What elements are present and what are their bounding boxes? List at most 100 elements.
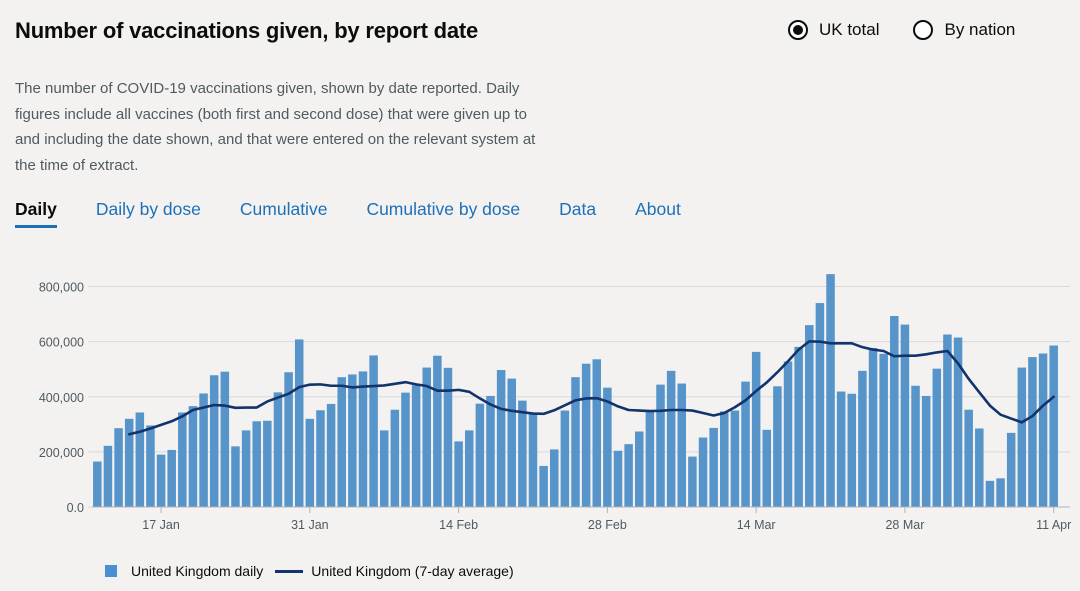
x-tick-label: 31 Jan bbox=[291, 518, 329, 532]
bar bbox=[890, 316, 899, 507]
bar bbox=[369, 355, 378, 507]
bar bbox=[454, 441, 463, 507]
tab-about[interactable]: About bbox=[635, 199, 681, 219]
y-tick-label: 400,000 bbox=[39, 391, 84, 405]
bar bbox=[167, 449, 176, 507]
bar bbox=[688, 456, 697, 507]
bar bbox=[252, 421, 261, 507]
legend-average-label: United Kingdom (7-day average) bbox=[311, 563, 514, 579]
bar bbox=[539, 465, 548, 507]
bar bbox=[656, 384, 665, 507]
bar bbox=[666, 370, 676, 507]
x-tick-label: 28 Mar bbox=[885, 518, 924, 532]
bar bbox=[720, 411, 729, 507]
tab-daily[interactable]: Daily bbox=[15, 199, 57, 228]
bar bbox=[571, 377, 580, 507]
bar bbox=[422, 367, 431, 507]
bar bbox=[178, 412, 187, 507]
bar bbox=[953, 337, 963, 507]
bar bbox=[518, 400, 527, 507]
bar bbox=[199, 393, 208, 507]
x-tick-label: 28 Feb bbox=[588, 518, 627, 532]
bar bbox=[241, 430, 251, 507]
by-nation-radio[interactable]: By nation bbox=[913, 20, 1015, 40]
tab-data[interactable]: Data bbox=[559, 199, 597, 219]
bar bbox=[783, 361, 793, 507]
bar bbox=[401, 392, 410, 507]
y-tick-label: 800,000 bbox=[39, 281, 84, 295]
uk-total-radio[interactable]: UK total bbox=[788, 20, 879, 40]
bar bbox=[433, 355, 442, 507]
bar bbox=[358, 371, 368, 507]
bar bbox=[103, 445, 113, 507]
y-tick-label: 0.0 bbox=[67, 501, 84, 515]
uk-total-label: UK total bbox=[819, 20, 880, 39]
x-tick-label: 17 Jan bbox=[142, 518, 180, 532]
chart-legend: United Kingdom daily United Kingdom (7-d… bbox=[105, 563, 514, 579]
bar bbox=[996, 478, 1005, 507]
bar bbox=[794, 346, 803, 507]
bar bbox=[220, 371, 230, 507]
bar bbox=[507, 378, 516, 507]
bar bbox=[911, 385, 920, 507]
bar bbox=[231, 446, 240, 507]
average-line bbox=[127, 340, 1055, 436]
bar bbox=[645, 410, 655, 507]
bar bbox=[316, 410, 325, 507]
x-tick-label: 14 Feb bbox=[439, 518, 478, 532]
bar bbox=[156, 454, 166, 507]
bar bbox=[337, 377, 346, 507]
bar bbox=[943, 334, 952, 507]
bar bbox=[868, 347, 878, 507]
tab-cumulative-by-dose[interactable]: Cumulative by dose bbox=[366, 199, 521, 219]
y-tick-label: 200,000 bbox=[39, 446, 84, 460]
y-tick-label: 600,000 bbox=[39, 336, 84, 350]
x-axis-ticks: 17 Jan 31 Jan 14 Feb 28 Feb 14 Mar 28 Mar 11 A… bbox=[92, 506, 1071, 532]
bar bbox=[709, 427, 718, 507]
bar bbox=[964, 409, 973, 507]
bar bbox=[326, 403, 336, 507]
bar bbox=[698, 437, 708, 507]
page-title: Number of vaccinations given, by report … bbox=[15, 18, 479, 43]
legend-daily-label: United Kingdom daily bbox=[131, 563, 264, 579]
bar bbox=[135, 412, 145, 507]
bar bbox=[496, 370, 506, 507]
bar bbox=[560, 410, 570, 507]
bar bbox=[550, 449, 559, 507]
bar bbox=[209, 375, 219, 507]
tab-daily-by-dose[interactable]: Daily by dose bbox=[95, 199, 201, 219]
tab-cumulative[interactable]: Cumulative bbox=[239, 199, 328, 219]
bar bbox=[443, 367, 453, 507]
legend-line-swatch bbox=[275, 569, 304, 573]
bar bbox=[1017, 367, 1027, 507]
bar bbox=[677, 383, 687, 507]
bar bbox=[975, 428, 984, 507]
bar bbox=[93, 461, 102, 507]
bar bbox=[1028, 357, 1037, 507]
bar bbox=[188, 406, 198, 507]
bar bbox=[294, 339, 304, 507]
legend-bar-swatch bbox=[105, 565, 117, 577]
y-axis-ticks: 0.0 200,000 400,000 600,000 800,000 bbox=[39, 281, 84, 515]
bar bbox=[379, 430, 389, 507]
radio-unchecked-icon[interactable] bbox=[913, 20, 934, 40]
bar bbox=[858, 370, 867, 507]
bar bbox=[528, 413, 538, 507]
bar bbox=[1006, 432, 1016, 507]
vaccinations-chart: 0.0 200,000 400,000 600,000 800,000 17 Jan 31… bbox=[39, 274, 1071, 532]
bar bbox=[411, 385, 421, 507]
radio-checked-icon[interactable] bbox=[788, 20, 808, 40]
view-options: UK total By nation bbox=[788, 20, 1015, 40]
bar bbox=[146, 425, 155, 507]
bar bbox=[815, 303, 825, 507]
bar bbox=[592, 359, 601, 507]
bar bbox=[613, 450, 623, 507]
bar bbox=[624, 444, 633, 507]
bar bbox=[773, 386, 782, 507]
chart-description: The number of COVID-19 vaccinations give… bbox=[15, 80, 536, 175]
bar bbox=[985, 480, 995, 507]
bar bbox=[751, 351, 761, 507]
bar bbox=[847, 393, 857, 507]
bar bbox=[486, 395, 495, 507]
bar bbox=[124, 418, 134, 507]
